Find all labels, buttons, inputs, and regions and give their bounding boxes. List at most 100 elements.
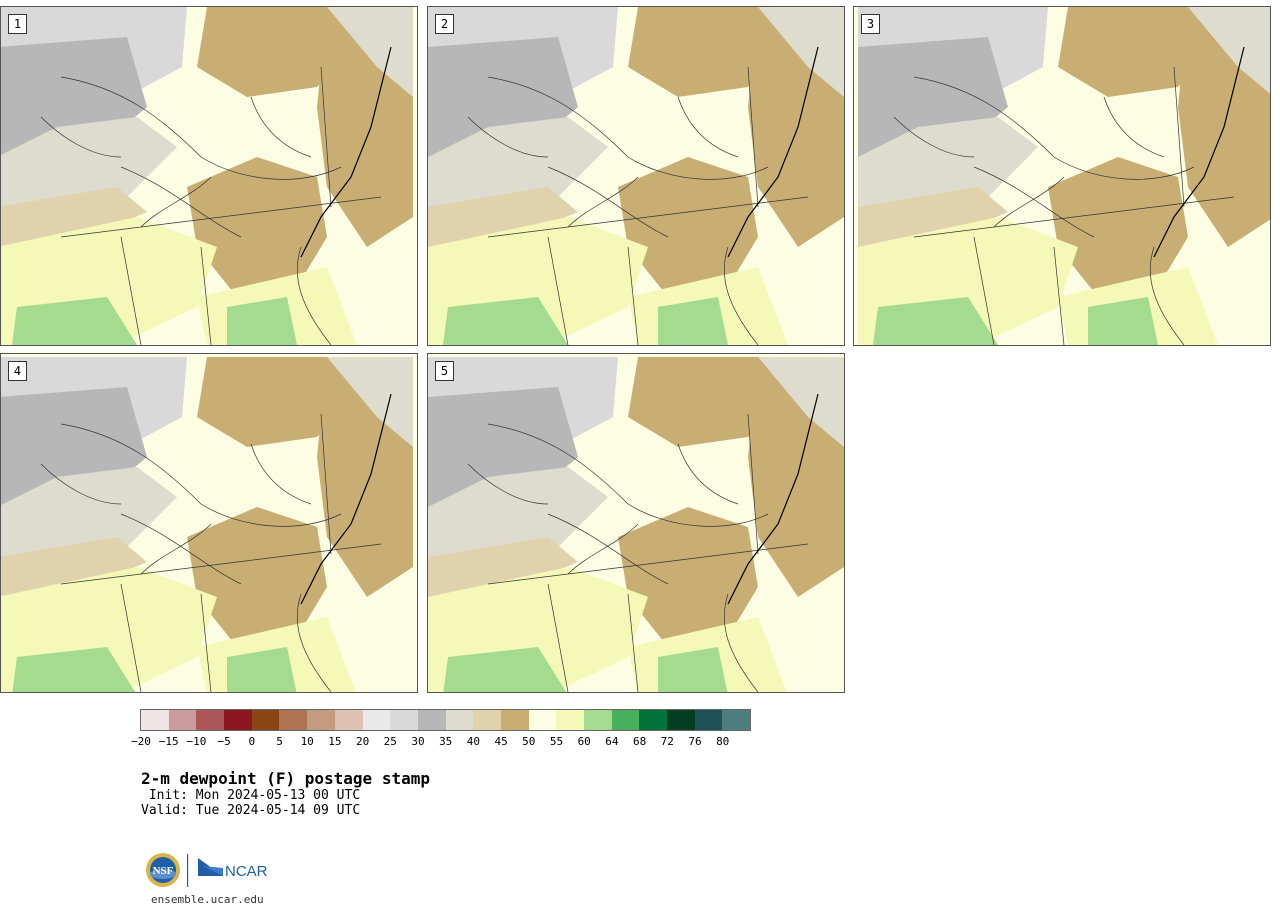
boundary-line [60, 196, 382, 238]
colorbar-tick-label: 10 [300, 735, 314, 748]
boundary-line [296, 593, 332, 692]
colorbar-swatch [168, 710, 197, 730]
boundary-line [627, 593, 639, 692]
boundary-line [487, 543, 809, 585]
dewpoint-shading [327, 357, 413, 447]
boundary-line [627, 246, 639, 345]
valid-time: Valid: Tue 2024-05-14 09 UTC [141, 803, 361, 818]
dewpoint-shading [858, 187, 1008, 252]
dewpoint-shading [758, 7, 844, 97]
colorbar-tick-label: −5 [217, 735, 231, 748]
logo-divider [187, 854, 189, 887]
dewpoint-shading [428, 187, 578, 252]
colorbar-tick-label: −20 [131, 735, 151, 748]
boundary-line [487, 423, 769, 527]
boundary-line [40, 463, 122, 505]
boundary-line [677, 96, 739, 158]
boundary-line [250, 443, 312, 505]
boundary-line [1149, 246, 1185, 345]
colorbar-tick-label: 64 [605, 735, 619, 748]
dewpoint-shading [443, 297, 568, 345]
boundary-line [1173, 66, 1185, 208]
source-url: ensemble.ucar.edu [151, 893, 264, 906]
colorbar-swatch [251, 710, 280, 730]
boundary-line [973, 166, 1095, 238]
dewpoint-shading [187, 507, 327, 647]
dewpoint-shading [197, 7, 357, 97]
dewpoint-shading [618, 157, 758, 297]
colorbar-swatch [141, 710, 169, 730]
colorbar-swatches [140, 709, 752, 731]
colorbar-swatch [417, 710, 446, 730]
colorbar-swatch [584, 710, 612, 730]
boundary-line [467, 463, 549, 505]
boundary-line [60, 543, 382, 585]
colorbar-tick-label: 76 [688, 735, 702, 748]
boundary-line [60, 423, 342, 527]
colorbar-tick-label: 0 [248, 735, 256, 748]
boundary-line [320, 413, 332, 555]
boundary-line [723, 593, 759, 692]
dewpoint-shading [758, 357, 844, 447]
boundary-line [467, 116, 549, 158]
boundary-line [747, 66, 759, 208]
colorbar-swatch [667, 710, 695, 730]
boundary-line [120, 583, 142, 692]
dewpoint-shading [658, 297, 728, 345]
colorbar-tick-label: 30 [411, 735, 425, 748]
dewpoint-shading [12, 647, 136, 692]
colorbar-tick-label: −10 [186, 735, 207, 748]
coastline [727, 393, 819, 605]
colorbar-tick-label: 80 [716, 735, 730, 748]
ncar-logo-text: NCAR [225, 863, 268, 880]
boundary-line [296, 246, 332, 345]
dewpoint-map [428, 7, 844, 345]
boundary-line [547, 166, 669, 238]
boundary-line [320, 66, 332, 208]
boundary-line [723, 246, 759, 345]
nsf-logo: NSF [146, 853, 180, 887]
init-time: Init: Mon 2024-05-13 00 UTC [141, 788, 361, 803]
dewpoint-shading [12, 297, 137, 345]
colorbar-swatch [473, 710, 501, 730]
colorbar-tick-label: 60 [577, 735, 591, 748]
coastline [1153, 46, 1245, 258]
boundary-line [993, 176, 1065, 228]
boundary-line [1103, 96, 1165, 158]
colorbar-tick-label: 40 [466, 735, 481, 748]
colorbar-swatch [556, 710, 584, 730]
colorbar-swatch [334, 710, 363, 730]
boundary-line [747, 413, 759, 555]
boundary-line [1053, 246, 1065, 345]
panel-1: 1 [0, 6, 418, 346]
boundary-line [487, 76, 769, 180]
boundary-line [120, 166, 242, 238]
panel-number: 5 [435, 361, 454, 381]
colorbar-swatch [390, 710, 418, 730]
boundary-line [140, 523, 212, 575]
panel-number: 4 [8, 361, 27, 381]
dewpoint-shading [443, 647, 567, 692]
dewpoint-map [858, 7, 1270, 345]
dewpoint-map [1, 357, 413, 692]
panel-5: 5 [427, 353, 845, 693]
boundary-line [567, 176, 639, 228]
dewpoint-map [1, 7, 413, 345]
dewpoint-shading [873, 297, 998, 345]
colorbar-swatch [639, 710, 668, 730]
boundary-line [250, 96, 312, 158]
dewpoint-shading [227, 647, 297, 692]
boundary-line [913, 196, 1235, 238]
boundary-line [487, 196, 809, 238]
dewpoint-shading [187, 157, 327, 297]
nsf-logo-text: NSF [153, 865, 174, 877]
panel-number: 1 [8, 14, 27, 34]
boundary-line [140, 176, 212, 228]
colorbar-swatch [307, 710, 335, 730]
dewpoint-shading [658, 647, 728, 692]
boundary-line [60, 76, 342, 180]
dewpoint-shading [227, 297, 297, 345]
colorbar-tick-label: 68 [632, 735, 647, 748]
dewpoint-shading [628, 357, 788, 447]
colorbar-tick-label: 55 [549, 735, 564, 748]
